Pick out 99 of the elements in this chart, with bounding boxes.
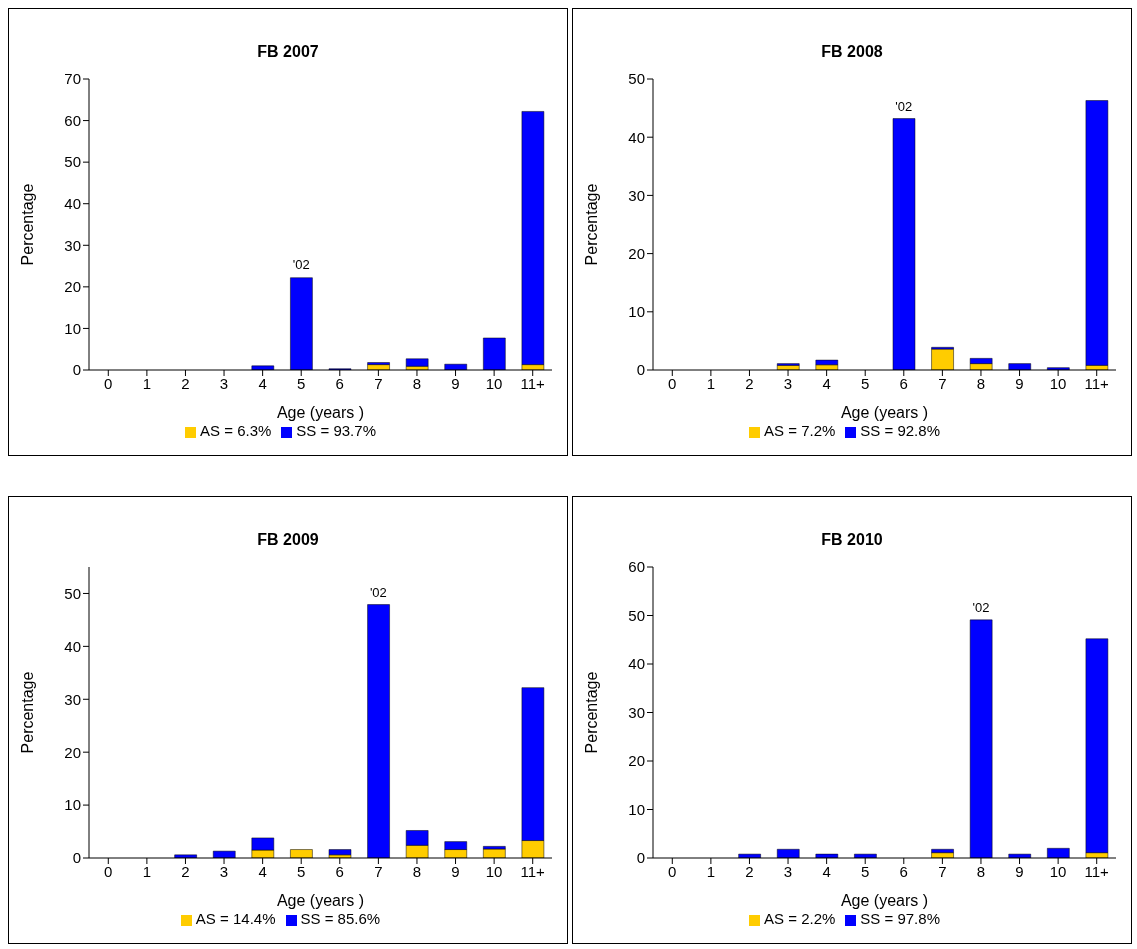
y-tick-label: 70 [64,70,81,88]
y-tick-label: 30 [64,236,81,254]
chart-title: FB 2007 [257,43,319,60]
chart-title: FB 2010 [821,531,883,548]
x-axis-title: Age (years ) [276,892,365,909]
x-tick-label: 8 [976,862,986,880]
x-tick-label: 7 [938,862,947,880]
y-tick-label: 0 [636,849,645,867]
x-tick-label: 8 [976,374,986,392]
annotation: '02 [895,98,913,114]
y-tick-label: 20 [64,278,81,296]
y-tick-label: 10 [628,800,645,818]
x-tick-label: 10 [1049,862,1067,880]
legend-label: SS = 97.8% [860,910,940,927]
y-axis-title: Percentage [582,671,600,754]
x-axis-title: Age (years ) [840,404,929,421]
y-tick-label: 60 [628,558,645,576]
x-tick-label: 5 [297,374,306,392]
y-tick-label: 40 [628,128,645,146]
x-tick-label: 2 [745,862,754,880]
x-tick-label: 7 [938,374,947,392]
chart-title: FB 2009 [256,531,320,550]
y-axis-title: Percentage [18,671,36,754]
x-axis-title: Age (years ) [840,892,929,909]
y-tick-label: 10 [64,319,81,337]
x-tick-label: 9 [451,862,460,880]
x-tick-label: 6 [899,862,908,880]
x-tick-label: 6 [335,374,344,392]
y-tick-label: 0 [72,849,81,867]
annotation: '02 [972,599,990,615]
x-tick-label: 2 [181,862,190,880]
legend-label: AS = 14.4% [195,910,276,927]
x-tick-label: 5 [861,862,870,880]
y-tick-label: 50 [628,606,645,624]
x-tick-label: 0 [668,374,677,392]
y-axis-title: Percentage [18,183,36,266]
x-tick-label: 3 [219,374,229,392]
x-tick-label: 2 [745,374,754,392]
y-tick-label: 20 [628,752,645,770]
x-axis-title: Age (years ) [276,404,365,421]
x-tick-label: 1 [706,374,716,392]
y-tick-label: 10 [628,303,645,321]
x-tick-label: 5 [861,374,870,392]
legend-label: SS = 93.7% [296,422,376,439]
y-tick-label: 40 [628,655,645,673]
x-tick-label: 3 [783,374,793,392]
x-tick-label: 0 [104,374,113,392]
x-tick-label: 11+ [1084,862,1110,880]
y-tick-label: 30 [64,690,81,708]
y-tick-label: 20 [628,244,645,262]
x-tick-label: 4 [822,374,831,392]
y-tick-label: 0 [636,361,645,379]
x-tick-label: 10 [485,374,503,392]
y-tick-label: 20 [64,743,81,761]
chart-title: FB 2008 [821,43,883,60]
x-tick-label: 4 [258,374,267,392]
y-tick-label: 40 [64,637,81,655]
y-tick-label: 30 [628,186,645,204]
x-tick-label: 11+ [520,374,546,392]
legend-label: SS = 85.6% [300,910,381,927]
x-tick-label: 5 [297,862,306,880]
x-tick-label: 4 [258,862,267,880]
x-tick-label: 11+ [520,862,546,880]
y-tick-label: 50 [64,584,81,602]
x-tick-label: 9 [1015,862,1024,880]
y-axis-title: Percentage [582,183,600,266]
legend-label: AS = 7.2% [764,422,836,439]
y-tick-label: 10 [64,796,81,814]
x-tick-label: 0 [668,862,677,880]
x-tick-label: 7 [374,374,383,392]
legend-label: SS = 92.8% [860,422,940,439]
y-tick-label: 60 [64,111,81,129]
x-tick-label: 9 [1015,374,1024,392]
annotation: '02 [292,256,310,272]
x-tick-label: 4 [822,862,831,880]
x-tick-label: 1 [142,862,152,880]
x-tick-label: 6 [335,862,344,880]
y-tick-label: 50 [64,153,81,171]
legend-label: AS = 6.3% [200,422,272,439]
x-tick-label: 3 [219,862,229,880]
x-tick-label: 9 [451,374,460,392]
x-tick-label: 8 [412,374,422,392]
x-tick-label: 7 [374,862,383,880]
x-tick-label: 8 [412,862,422,880]
y-tick-label: 0 [72,361,81,379]
y-tick-label: 50 [628,70,645,88]
x-tick-label: 10 [485,862,503,880]
x-tick-label: 1 [706,862,716,880]
x-tick-label: 3 [783,862,793,880]
x-tick-label: 1 [142,374,152,392]
x-tick-label: 11+ [1084,374,1110,392]
y-tick-label: 30 [628,703,645,721]
x-tick-label: 10 [1049,374,1067,392]
y-tick-label: 40 [64,195,81,213]
annotation: '02 [369,584,387,600]
x-tick-label: 0 [104,862,113,880]
x-tick-label: 6 [899,374,908,392]
legend-label: AS = 2.2% [764,910,836,927]
x-tick-label: 2 [181,374,190,392]
